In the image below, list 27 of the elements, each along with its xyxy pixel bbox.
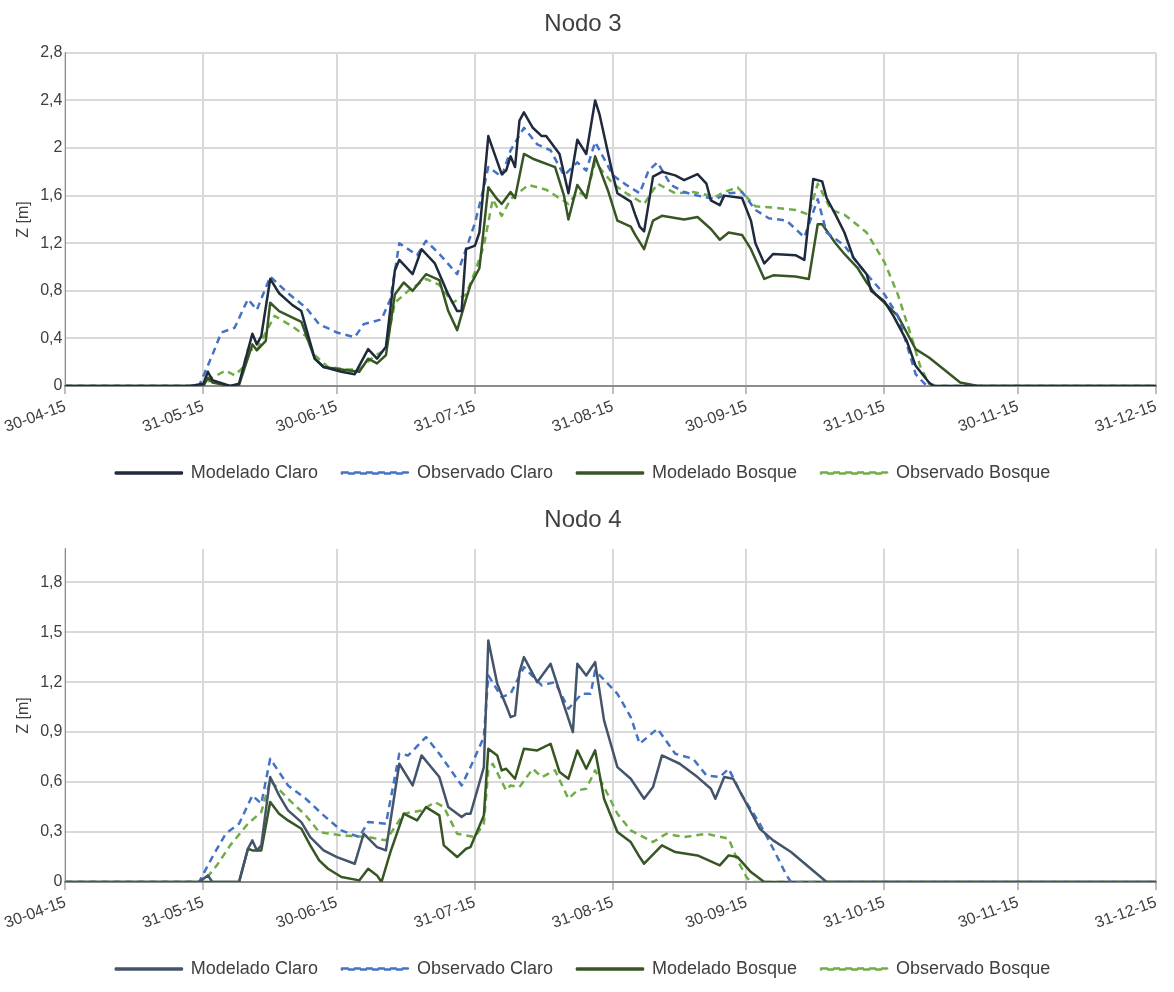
y-tick-label: 1,5 <box>40 622 63 640</box>
y-tick-label: 2 <box>53 138 63 156</box>
y-tick-label: 1,8 <box>40 572 63 590</box>
y-tick-label: 1,2 <box>40 233 63 251</box>
y-axis-title: Z [m] <box>14 697 32 734</box>
chart-title: Nodo 3 <box>544 9 622 37</box>
legend-label: Observado Bosque <box>896 461 1051 482</box>
y-tick-label: 0 <box>53 376 63 394</box>
y-tick-label: 0,6 <box>40 772 63 790</box>
legend-label: Observado Bosque <box>896 957 1051 978</box>
legend-label: Modelado Bosque <box>651 957 798 978</box>
y-tick-label: 0 <box>53 872 63 890</box>
y-tick-label: 1,6 <box>40 186 63 204</box>
y-axis-title: Z [m] <box>14 201 32 238</box>
chart-title: Nodo 4 <box>544 505 622 533</box>
legend-label: Observado Claro <box>416 461 553 482</box>
legend-label: Modelado Bosque <box>651 461 798 482</box>
y-tick-label: 0,3 <box>40 822 63 840</box>
legend-label: Modelado Claro <box>190 461 318 482</box>
y-tick-label: 0,9 <box>40 722 63 740</box>
y-tick-label: 1,2 <box>40 672 63 690</box>
y-tick-label: 0,4 <box>40 328 63 346</box>
y-tick-label: 2,8 <box>40 43 63 61</box>
legend-label: Observado Claro <box>416 957 553 978</box>
y-tick-label: 0,8 <box>40 281 63 299</box>
legend-label: Modelado Claro <box>190 957 318 978</box>
y-tick-label: 2,4 <box>40 90 63 108</box>
